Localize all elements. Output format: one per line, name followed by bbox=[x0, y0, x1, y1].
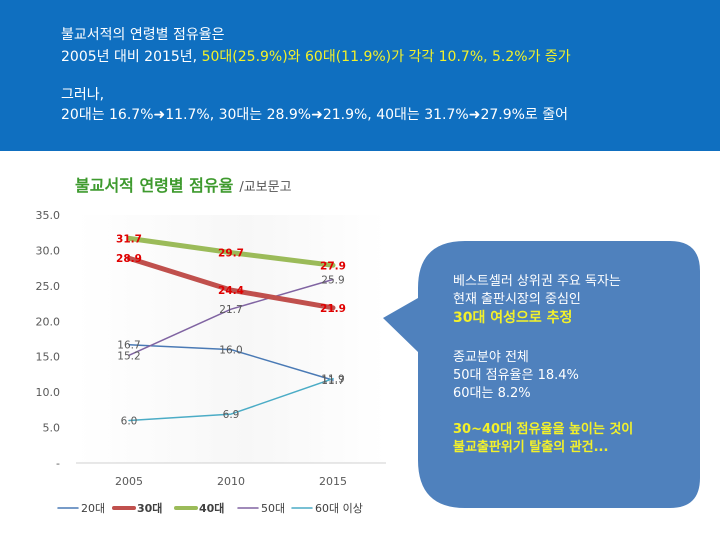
callout-p1-line1: 베스트셀러 상위권 주요 독자는 bbox=[453, 274, 621, 289]
series-line-3 bbox=[126, 235, 336, 268]
banner-line-2-prefix: 2005년 대비 2015년, bbox=[61, 49, 202, 65]
y-axis: - 5.0 10.0 15.0 20.0 25.0 30.0 35.0 bbox=[36, 209, 61, 470]
legend-label: 20대 bbox=[81, 502, 105, 515]
y-tick-label: 10.0 bbox=[36, 386, 61, 399]
data-label: 27.9 bbox=[320, 260, 346, 272]
y-tick-label: 5.0 bbox=[43, 422, 61, 435]
banner-line-1: 불교서적의 연령별 점유율은 bbox=[61, 27, 225, 43]
data-label: 11.9 bbox=[321, 374, 344, 386]
y-tick-label: - bbox=[56, 457, 60, 470]
data-label: 15.2 bbox=[117, 350, 140, 362]
data-label: 11.7 bbox=[321, 375, 344, 387]
y-tick-label: 20.0 bbox=[36, 315, 61, 328]
callout-p3-line1: 30~40대 점유율을 높이는 것이 bbox=[453, 422, 634, 437]
legend-label: 60대 이상 bbox=[315, 502, 363, 515]
x-tick-label: 2010 bbox=[217, 475, 245, 488]
chart-source: /교보문고 bbox=[239, 180, 292, 195]
banner-line-3: 그러나, bbox=[61, 87, 105, 103]
data-label: 6.9 bbox=[223, 409, 240, 421]
x-tick-label: 2005 bbox=[115, 475, 143, 488]
banner-line-2: 2005년 대비 2015년, 50대(25.9%)와 60대(11.9%)가 … bbox=[61, 48, 571, 66]
data-labels: 16.7 16.0 11.7 28.9 24.4 21.9 31.7 29.7 27.9 15.2… bbox=[116, 233, 346, 427]
legend-label: 40대 bbox=[199, 501, 224, 515]
y-tick-label: 15.0 bbox=[36, 351, 61, 364]
series-line-4 bbox=[128, 278, 334, 357]
y-tick-label: 35.0 bbox=[36, 209, 61, 222]
y-tick-label: 25.0 bbox=[36, 280, 61, 293]
data-label: 6.0 bbox=[121, 415, 138, 427]
data-label: 31.7 bbox=[116, 233, 142, 245]
data-label: 24.4 bbox=[218, 285, 244, 297]
data-label: 28.9 bbox=[116, 253, 142, 265]
series-line-2 bbox=[126, 255, 336, 311]
legend-label: 30대 bbox=[137, 501, 162, 515]
data-label: 16.0 bbox=[219, 345, 242, 357]
callout-p1-line2: 현재 출판시장의 중심인 bbox=[453, 292, 581, 307]
legend-label: 50대 bbox=[261, 502, 285, 515]
x-axis: 2005 2010 2015 bbox=[115, 475, 347, 488]
banner-line-4: 20대는 16.7%➜11.7%, 30대는 28.9%➜21.9%, 40대는… bbox=[61, 107, 569, 123]
series-lines bbox=[126, 235, 336, 422]
data-label: 16.7 bbox=[117, 340, 140, 352]
banner-line-2-highlight: 50대(25.9%)와 60대(11.9%)가 각각 10.7%, 5.2%가 … bbox=[201, 49, 571, 65]
callout-p2-line3: 60대는 8.2% bbox=[453, 386, 531, 401]
series-line-1 bbox=[128, 343, 334, 381]
callout-text: 베스트셀러 상위권 주요 독자는 현재 출판시장의 중심인 30대 여성으로 추… bbox=[453, 273, 693, 457]
callout-p1-line3: 30대 여성으로 추정 bbox=[453, 310, 573, 326]
x-tick-label: 2015 bbox=[319, 475, 347, 488]
callout-p2-line2: 50대 점유율은 18.4% bbox=[453, 368, 579, 383]
legend: 20대 30대 40대 50대 60대 이상 bbox=[57, 501, 363, 515]
y-tick-label: 30.0 bbox=[36, 244, 61, 257]
callout-shape bbox=[383, 241, 700, 508]
header-banner: 불교서적의 연령별 점유율은 2005년 대비 2015년, 50대(25.9%… bbox=[0, 0, 720, 151]
data-label: 21.7 bbox=[219, 304, 242, 316]
data-label: 21.9 bbox=[320, 303, 346, 315]
chart-title: 불교서적 연령별 점유율/교보문고 bbox=[75, 172, 292, 196]
callout-p3-line2: 불교출판위기 탈출의 관건... bbox=[453, 440, 609, 455]
chart-title-main: 불교서적 연령별 점유율 bbox=[75, 176, 234, 195]
callout-p2-line1: 종교분야 전체 bbox=[453, 350, 529, 365]
data-label: 29.7 bbox=[218, 248, 244, 260]
data-label: 25.9 bbox=[321, 274, 344, 286]
series-line-5 bbox=[128, 377, 334, 422]
